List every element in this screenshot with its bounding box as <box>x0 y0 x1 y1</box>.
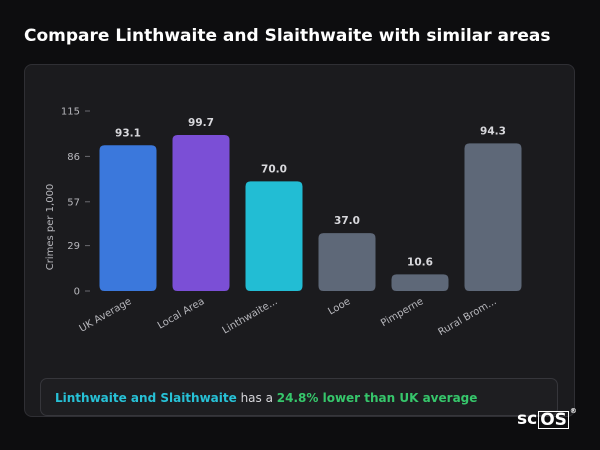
x-axis: UK Average Local Area Linthwaite... Looe Pim… <box>78 296 499 338</box>
y-tick-label: 86 <box>67 152 80 163</box>
bar-chart: 0 29 57 86 115 93.1 99.7 70.0 37.0 10.6 94.3 UK A… <box>45 107 522 338</box>
bar-looe[interactable] <box>318 233 376 291</box>
bar-local-area[interactable] <box>172 134 230 291</box>
bars: 93.1 99.7 70.0 37.0 10.6 94.3 <box>99 117 522 291</box>
chart-card: 0 29 57 86 115 93.1 99.7 70.0 37.0 10.6 94.3 UK A… <box>24 64 575 417</box>
summary-connector: has a <box>236 391 277 405</box>
y-axis: 0 29 57 86 115 <box>61 107 90 298</box>
summary-box: Linthwaite and Slaithwaite has a 24.8% l… <box>40 378 558 416</box>
bar-value-label: 93.1 <box>115 127 141 139</box>
y-tick-label: 0 <box>74 287 80 298</box>
bar-value-label: 94.3 <box>480 125 506 137</box>
page-title: Compare Linthwaite and Slaithwaite with … <box>24 26 551 46</box>
y-tick-label: 57 <box>67 197 80 208</box>
bar-value-label: 99.7 <box>188 117 214 129</box>
bar-value-label: 10.6 <box>407 256 433 268</box>
bar-linthwaite[interactable] <box>245 181 303 291</box>
x-category-label: Linthwaite... <box>221 296 280 336</box>
bar-uk-average[interactable] <box>99 145 157 291</box>
logo-boxed-text: OS <box>538 410 569 430</box>
logo-prefix: sc <box>517 409 538 429</box>
summary-comparison: 24.8% lower than UK average <box>276 391 478 405</box>
x-category-label: Pimperne <box>379 296 425 329</box>
x-category-label: UK Average <box>78 296 134 335</box>
y-tick-label: 115 <box>61 107 80 118</box>
summary-area-name: Linthwaite and Slaithwaite <box>55 391 237 405</box>
x-category-label: Looe <box>326 296 352 317</box>
y-axis-title: Crimes per 1,000 <box>45 184 56 271</box>
bar-pimperne[interactable] <box>391 274 449 291</box>
bar-rural-brom[interactable] <box>464 143 522 291</box>
y-tick-label: 29 <box>67 241 80 252</box>
scos-logo: sc OS ® <box>517 407 577 430</box>
bar-value-label: 70.0 <box>261 163 287 175</box>
bar-value-label: 37.0 <box>334 215 360 227</box>
logo-registered-mark: ® <box>569 407 577 415</box>
x-category-label: Rural Brom... <box>437 296 499 338</box>
x-category-label: Local Area <box>156 296 207 332</box>
